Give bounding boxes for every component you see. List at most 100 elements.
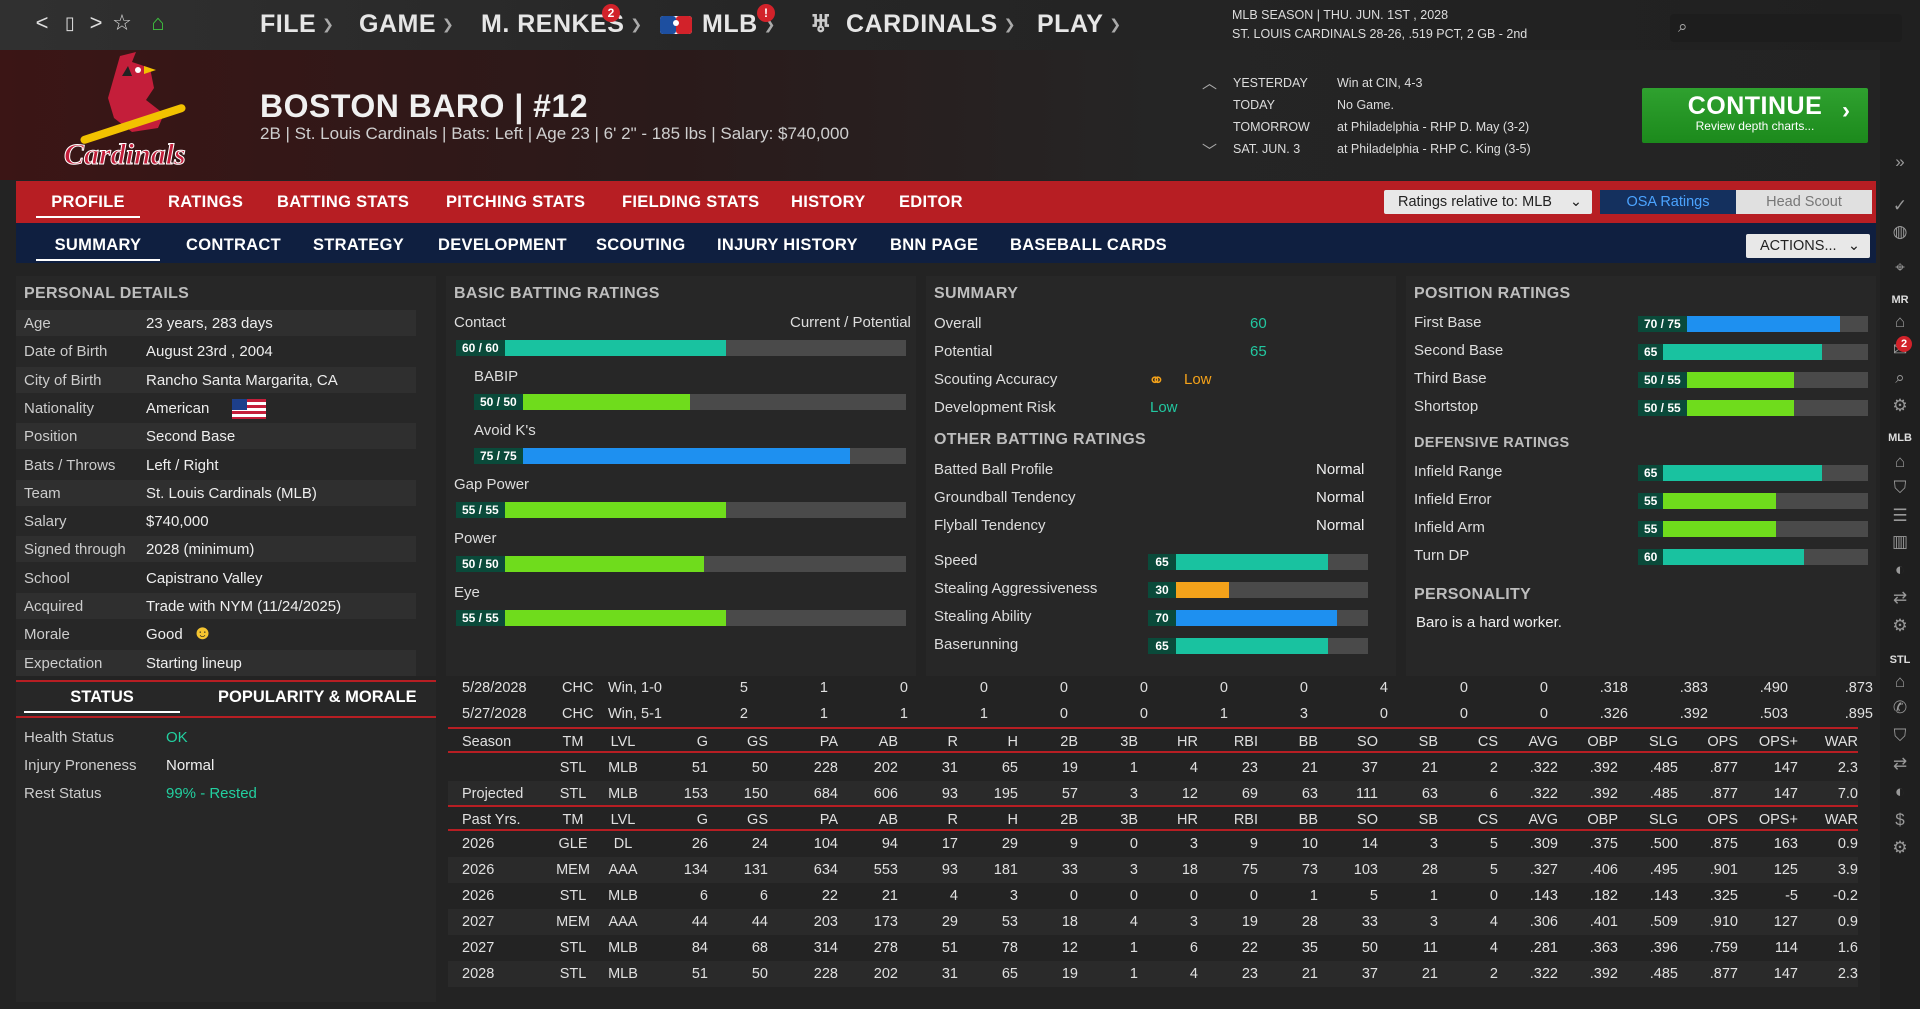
page-icon[interactable]: ▯: [65, 13, 75, 33]
tab-popularity-morale[interactable]: POPULARITY & MORALE: [218, 688, 417, 706]
menu-file[interactable]: FILE ❯: [260, 10, 335, 38]
table-cell: 1: [1309, 888, 1318, 904]
tab-pitching-stats[interactable]: PITCHING STATS: [446, 193, 586, 211]
transfer-icon[interactable]: ⇄: [1892, 588, 1908, 607]
status-key: Rest Status: [24, 785, 102, 802]
star-icon[interactable]: ☆: [112, 10, 132, 35]
other-rating-label: Groundball Tendency: [934, 489, 1076, 506]
tab-summary[interactable]: SUMMARY: [36, 236, 160, 261]
tab-contract[interactable]: CONTRACT: [186, 236, 281, 254]
scouting-accuracy-value: Low: [1184, 371, 1212, 388]
rating-bar-fill: [474, 448, 850, 464]
tab-batting-stats[interactable]: BATTING STATS: [277, 193, 410, 211]
location-icon[interactable]: ⌖: [1895, 258, 1905, 277]
tab-history[interactable]: HISTORY: [791, 193, 866, 211]
table-cell: Projected: [462, 786, 524, 802]
table-cell: WAR: [1824, 812, 1858, 828]
table-cell: 3: [1009, 888, 1018, 904]
home-icon[interactable]: ⌂: [151, 10, 165, 35]
position-rating-label: Infield Range: [1414, 463, 1503, 480]
table-cell: CS: [1477, 734, 1498, 750]
baseball-icon[interactable]: ◐: [1894, 560, 1906, 579]
table-cell: 5: [739, 680, 748, 696]
check-icon[interactable]: ✓: [1892, 196, 1908, 215]
table-cell: 5: [1489, 836, 1498, 852]
table-cell: 19: [1061, 966, 1078, 982]
gear-icon[interactable]: ⚙: [1892, 616, 1908, 635]
table-cell: 2: [1489, 966, 1498, 982]
stl-label: STL: [1889, 654, 1911, 666]
tab-ratings[interactable]: RATINGS: [168, 193, 244, 211]
table-header: Season TM LVL G GS PA AB R H 2B 3B HR RBI BB SO SB CS AVG…: [448, 727, 1858, 753]
schedule-down-icon[interactable]: ﹀: [1202, 143, 1218, 160]
menu-manager[interactable]: M. RENKES ❯: [481, 10, 643, 38]
tab-strategy[interactable]: STRATEGY: [313, 236, 405, 254]
table-cell: 195: [993, 786, 1018, 802]
mlb-label: MLB: [1888, 432, 1912, 444]
table-cell: 4: [1189, 966, 1198, 982]
table-row: 2027 MEM AAA 44 44 203 173 29 53 18 4 3 19 28 33 3 4.306…: [448, 909, 1858, 935]
tab-status[interactable]: STATUS: [24, 688, 180, 713]
osa-ratings-toggle[interactable]: OSA Ratings: [1600, 190, 1736, 214]
season-date: MLB SEASON | THU. JUN. 1ST , 2028: [1232, 8, 1449, 22]
tab-injury-history[interactable]: INJURY HISTORY: [717, 236, 858, 254]
list-icon[interactable]: ☰: [1892, 506, 1908, 525]
personal-key: Age: [24, 315, 51, 332]
actions-dropdown[interactable]: ACTIONS... ⌄: [1746, 234, 1870, 258]
summary-title: SUMMARY: [934, 285, 1019, 302]
table-cell: .318: [1599, 680, 1628, 696]
expand-icon[interactable]: »: [1895, 152, 1905, 171]
personal-key: Expectation: [24, 654, 103, 672]
personal-value: St. Louis Cardinals (MLB): [146, 484, 317, 502]
rating-bar-fill: [1638, 316, 1841, 332]
table-cell: 28: [1421, 862, 1438, 878]
forward-icon[interactable]: >: [89, 10, 103, 35]
table-cell: 35: [1301, 940, 1318, 956]
table-cell: LVL: [610, 734, 636, 750]
home-icon[interactable]: ⌂: [1894, 312, 1906, 331]
head-scout-toggle[interactable]: Head Scout: [1736, 190, 1872, 214]
back-icon[interactable]: <: [35, 10, 49, 35]
rating-bar: 65: [1148, 638, 1368, 654]
transfer-icon[interactable]: ⇄: [1892, 754, 1908, 773]
search-input[interactable]: ⌕: [1670, 14, 1902, 42]
tab-bnn-page[interactable]: BNN PAGE: [890, 236, 979, 254]
menu-cardinals[interactable]: ♅ CARDINALS ❯: [810, 10, 1016, 38]
shield-icon[interactable]: ⛉: [1893, 478, 1907, 497]
table-cell: PA: [819, 734, 838, 750]
gear-icon[interactable]: ⚙: [1892, 838, 1908, 857]
tab-profile[interactable]: PROFILE: [36, 193, 140, 218]
home-icon[interactable]: ⌂: [1894, 672, 1906, 691]
tab-editor[interactable]: EDITOR: [899, 193, 963, 211]
tab-baseball-cards[interactable]: BASEBALL CARDS: [1010, 236, 1167, 254]
globe-icon[interactable]: ◍: [1892, 222, 1908, 241]
personal-row: Nationality American: [16, 395, 416, 421]
phone-icon[interactable]: ✆: [1892, 698, 1908, 717]
continue-button[interactable]: CONTINUE Review depth charts... ›: [1642, 88, 1868, 143]
home-icon[interactable]: ⌂: [1894, 452, 1906, 471]
chart-icon[interactable]: ▥: [1891, 532, 1909, 551]
search-icon[interactable]: ⌕: [1895, 368, 1905, 387]
ratings-relative-select[interactable]: Ratings relative to: MLB ⌄: [1384, 190, 1592, 214]
tab-development[interactable]: DEVELOPMENT: [438, 236, 567, 254]
rating-bar-label: 55: [1638, 521, 1664, 537]
table-cell: 0: [1059, 680, 1068, 696]
menu-mlb[interactable]: MLB ❯: [660, 10, 776, 39]
table-cell: HR: [1177, 812, 1198, 828]
personal-value: American: [146, 399, 210, 417]
tab-scouting[interactable]: SCOUTING: [596, 236, 686, 254]
schedule-up-icon[interactable]: ︿: [1202, 75, 1218, 92]
schedule-text: No Game.: [1337, 98, 1394, 112]
menu-game[interactable]: GAME ❯: [359, 10, 455, 38]
personal-key: Salary: [24, 513, 67, 531]
tab-fielding-stats[interactable]: FIELDING STATS: [622, 193, 760, 211]
gear-icon[interactable]: ⚙: [1892, 396, 1908, 415]
table-cell: 1: [1129, 760, 1138, 776]
menu-play[interactable]: PLAY ❯: [1037, 10, 1122, 38]
table-cell: CHC: [562, 706, 594, 722]
dollar-icon[interactable]: $: [1895, 810, 1905, 829]
batting-ratings-title: BASIC BATTING RATINGS: [454, 285, 660, 302]
shield-icon[interactable]: ⛉: [1893, 726, 1907, 745]
table-cell: 33: [1361, 914, 1378, 930]
baseball-icon[interactable]: ◐: [1894, 782, 1906, 801]
